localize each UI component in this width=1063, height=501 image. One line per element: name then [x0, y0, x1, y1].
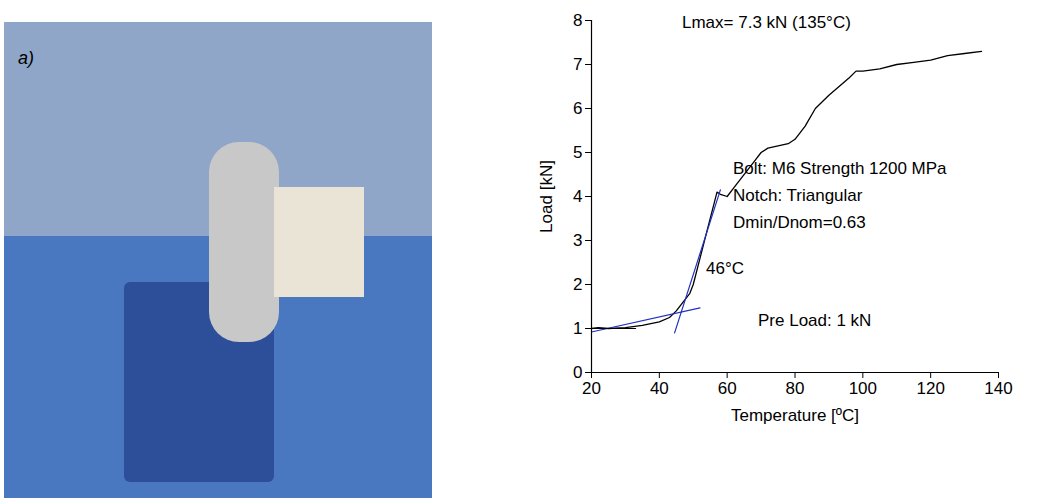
svg-text:20: 20 — [582, 379, 601, 398]
svg-text:2: 2 — [573, 275, 582, 294]
html-text:Bolt: M6 Strength 1200 MPa: Bolt: M6 Strength 1200 MPa — [733, 159, 947, 178]
svg-text:Temperature [ºC]: Temperature [ºC] — [731, 406, 859, 425]
html-text:Notch: Triangular: Notch: Triangular — [733, 186, 863, 205]
svg-text:3: 3 — [573, 231, 582, 250]
svg-text:60: 60 — [718, 379, 737, 398]
svg-text:40: 40 — [650, 379, 669, 398]
svg-text:140: 140 — [984, 379, 1012, 398]
html-text:a): a) — [18, 48, 34, 68]
svg-text:Load [kN]: Load [kN] — [537, 160, 556, 233]
html-text:Dmin/Dnom=0.63: Dmin/Dnom=0.63 — [733, 213, 866, 232]
svg-text:0: 0 — [573, 362, 583, 382]
html-text:Lmax= 7.3 kN (135°C): Lmax= 7.3 kN (135°C) — [682, 13, 851, 32]
html-text:Pre Load: 1 kN: Pre Load: 1 kN — [758, 311, 872, 330]
svg-text:8: 8 — [573, 11, 582, 30]
svg-text:100: 100 — [849, 379, 877, 398]
svg-text:7: 7 — [573, 55, 582, 74]
svg-text:80: 80 — [786, 379, 805, 398]
svg-text:5: 5 — [573, 143, 582, 162]
svg-text:4: 4 — [573, 187, 582, 206]
html-text:46°C: 46°C — [706, 259, 744, 278]
svg-text:1: 1 — [573, 319, 582, 338]
svg-text:120: 120 — [916, 379, 944, 398]
svg-text:6: 6 — [573, 99, 582, 118]
